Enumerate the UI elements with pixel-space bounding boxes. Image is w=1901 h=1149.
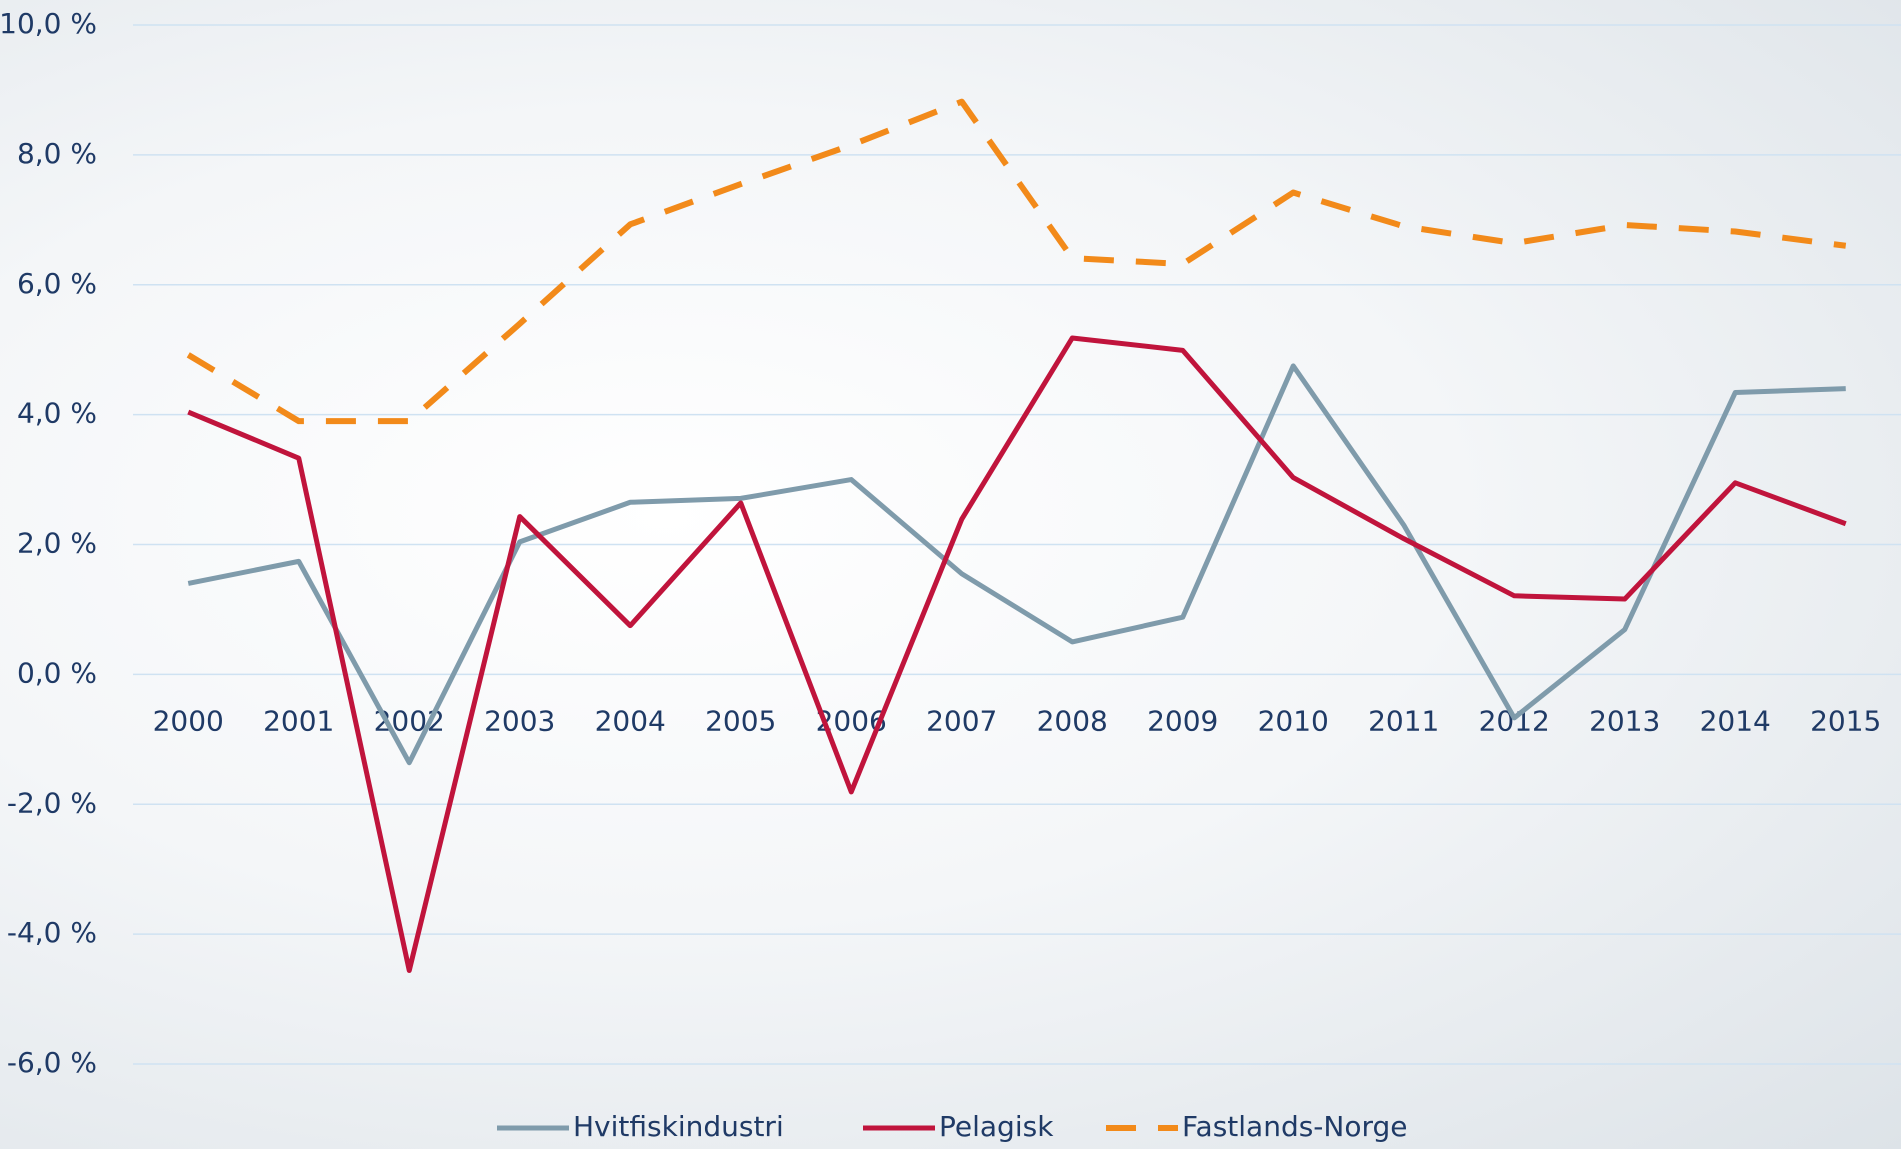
x-tick-label: 2008 bbox=[1037, 704, 1108, 737]
x-tick-label: 2009 bbox=[1147, 704, 1218, 737]
y-tick-label: 2,0 % bbox=[17, 527, 97, 560]
x-tick-label: 2010 bbox=[1258, 704, 1329, 737]
x-tick-label: 2015 bbox=[1810, 704, 1881, 737]
legend-label: Hvitfiskindustri bbox=[573, 1110, 784, 1143]
series-line bbox=[186, 98, 1847, 425]
y-tick-label: 0,0 % bbox=[17, 656, 97, 689]
x-tick-label: 2004 bbox=[595, 704, 666, 737]
y-tick-label: 8,0 % bbox=[17, 137, 97, 170]
y-tick-label: 6,0 % bbox=[17, 267, 97, 300]
x-tick-label: 2007 bbox=[926, 704, 997, 737]
x-tick-label: 2014 bbox=[1700, 704, 1771, 737]
y-tick-label: 10,0 % bbox=[0, 7, 97, 40]
x-tick-label: 2013 bbox=[1589, 704, 1660, 737]
x-tick-label: 2005 bbox=[705, 704, 776, 737]
x-tick-label: 2011 bbox=[1368, 704, 1439, 737]
x-tick-label: 2000 bbox=[153, 704, 224, 737]
y-tick-label: -6,0 % bbox=[7, 1046, 97, 1079]
series-line bbox=[187, 363, 1846, 766]
y-tick-label: -2,0 % bbox=[7, 786, 97, 819]
x-tick-label: 2003 bbox=[484, 704, 555, 737]
x-tick-label: 2001 bbox=[263, 704, 334, 737]
legend-label: Fastlands-Norge bbox=[1182, 1110, 1408, 1143]
series-line bbox=[187, 335, 1847, 973]
y-tick-label: 4,0 % bbox=[17, 397, 97, 430]
x-tick-label: 2012 bbox=[1479, 704, 1550, 737]
legend-label: Pelagisk bbox=[939, 1110, 1054, 1143]
y-tick-label: -4,0 % bbox=[7, 916, 97, 949]
